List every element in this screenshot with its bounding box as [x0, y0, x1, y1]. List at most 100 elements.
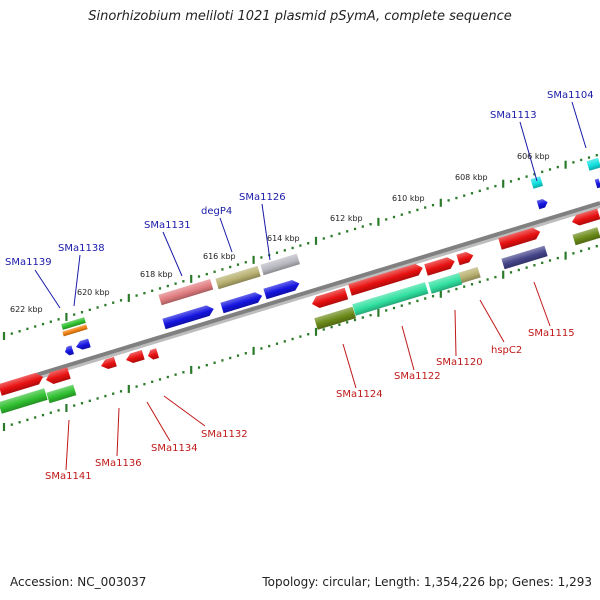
gene-label-sma1134[interactable]: SMa1134 [151, 443, 198, 454]
feature-red-609[interactable] [456, 250, 475, 266]
bottom-tick-track [2, 244, 598, 431]
feature-red-1134[interactable] [125, 349, 145, 365]
label-leader-lines [34, 101, 587, 471]
gene-label-sma1104[interactable]: SMa1104 [547, 90, 594, 101]
feature-navy-607[interactable] [501, 245, 548, 270]
feature-red-611[interactable] [348, 262, 424, 296]
feature-red-613[interactable] [310, 287, 349, 310]
feature-blue-606-shape [536, 198, 548, 210]
feature-blue-616[interactable] [220, 290, 263, 314]
feature-red-1132[interactable] [147, 348, 160, 360]
kbp-label-622: 622 kbp [10, 305, 43, 314]
leader-sma1124 [342, 343, 357, 389]
feature-cyan-right[interactable] [586, 157, 600, 171]
feature-olive-1124-shape [314, 306, 357, 330]
gene-label-sma1126[interactable]: SMa1126 [239, 192, 286, 203]
feature-red-607[interactable] [498, 226, 542, 250]
feature-blue-621[interactable] [75, 338, 91, 352]
feature-pink-618[interactable] [158, 278, 214, 306]
feature-cyan-small[interactable] [530, 176, 544, 189]
feature-red-1140[interactable] [44, 367, 71, 385]
feature-red-607-shape [498, 227, 541, 250]
feature-teal-1122-shape [352, 282, 429, 316]
leader-sma1141 [65, 419, 70, 471]
feature-blue-606[interactable] [536, 198, 549, 210]
leader-sma1132 [163, 395, 206, 427]
leader-sma1122 [401, 325, 415, 371]
top-tick-track [2, 153, 598, 340]
feature-red-1134-shape [126, 349, 145, 364]
feature-olive-1124[interactable] [314, 306, 357, 330]
gene-label-sma1120[interactable]: SMa1120 [436, 357, 483, 368]
feature-green-620-shape [61, 317, 86, 330]
feature-red-605[interactable] [570, 208, 600, 228]
gene-label-sma1141[interactable]: SMa1141 [45, 471, 92, 482]
feature-olive-616-shape [215, 265, 261, 290]
feature-pink-618-shape [158, 278, 214, 306]
leader-sma1136 [116, 407, 120, 457]
kbp-label-620: 620 kbp [77, 288, 110, 297]
leader-sma1115 [533, 281, 551, 327]
kbp-label-618: 618 kbp [140, 270, 173, 279]
feature-blue-614[interactable] [263, 278, 301, 300]
feature-red-1141[interactable] [0, 371, 45, 396]
gene-labels-bottom: SMa1115 hspC2 SMa1120 SMa1122 SMa1124 SM… [45, 328, 575, 482]
feature-green-1141[interactable] [0, 388, 48, 414]
feature-green-1140[interactable] [46, 384, 77, 404]
map-title: Sinorhizobium meliloti 1021 plasmid pSym… [88, 9, 512, 24]
kbp-label-608: 608 kbp [455, 173, 488, 182]
gene-label-sma1124[interactable]: SMa1124 [336, 389, 383, 400]
feature-green-1140-shape [46, 384, 77, 404]
backbone [0, 201, 600, 388]
feature-olive-hspc2[interactable] [458, 266, 481, 284]
gene-label-sma1115[interactable]: SMa1115 [528, 328, 575, 339]
feature-olive-616[interactable] [215, 265, 261, 290]
feature-teal-1120[interactable] [428, 272, 463, 294]
feature-blue-618[interactable] [162, 304, 215, 330]
feature-red-610[interactable] [424, 256, 456, 276]
feature-green-1141-shape [0, 388, 48, 414]
leader-sma1139 [34, 269, 61, 309]
leader-degp4 [219, 217, 233, 253]
accession-text: Accession: NC_003037 [10, 575, 147, 589]
gene-features [0, 157, 600, 414]
leader-sma1138 [73, 254, 81, 307]
leader-sma1120 [454, 309, 457, 357]
gene-label-sma1113[interactable]: SMa1113 [490, 110, 537, 121]
kbp-label-612: 612 kbp [330, 214, 363, 223]
feature-olive-605[interactable] [572, 227, 600, 246]
gene-label-sma1132[interactable]: SMa1132 [201, 429, 248, 440]
leader-sma1104 [571, 101, 587, 149]
feature-red-1132-shape [148, 348, 160, 360]
feature-red-1136-shape [101, 356, 117, 370]
feature-green-620[interactable] [61, 317, 86, 330]
feature-blue-622[interactable] [64, 345, 74, 356]
feature-blue-edge-shape [594, 178, 600, 189]
gene-label-sma1122[interactable]: SMa1122 [394, 371, 441, 382]
kbp-labels: 606 kbp 608 kbp 610 kbp 612 kbp 614 kbp … [10, 152, 550, 314]
kbp-label-610: 610 kbp [392, 194, 425, 203]
feature-grey-614[interactable] [260, 253, 300, 276]
leader-sma1131 [162, 231, 183, 277]
gene-labels-top: SMa1104 SMa1113 SMa1126 degP4 SMa1131 SM… [5, 90, 594, 268]
gene-label-sma1139[interactable]: SMa1139 [5, 257, 52, 268]
leader-hspc2 [479, 299, 505, 343]
feature-blue-edge[interactable] [594, 178, 600, 189]
feature-cyan-right-shape [586, 157, 600, 171]
feature-olive-605-shape [572, 227, 600, 246]
feature-red-611-shape [348, 263, 423, 296]
gene-label-sma1136[interactable]: SMa1136 [95, 458, 142, 469]
gene-label-degp4[interactable]: degP4 [201, 206, 232, 217]
feature-red-613-shape [312, 287, 349, 308]
feature-orange-620[interactable] [62, 324, 88, 337]
feature-teal-1122[interactable] [352, 282, 429, 316]
gene-label-sma1131[interactable]: SMa1131 [144, 220, 191, 231]
feature-red-610-shape [424, 257, 455, 276]
leader-sma1113 [519, 121, 538, 182]
kbp-label-606: 606 kbp [517, 152, 550, 161]
gene-label-hspc2[interactable]: hspC2 [491, 345, 522, 356]
feature-navy-607-shape [501, 245, 548, 270]
gene-label-sma1138[interactable]: SMa1138 [58, 243, 105, 254]
feature-red-1136[interactable] [100, 356, 117, 371]
